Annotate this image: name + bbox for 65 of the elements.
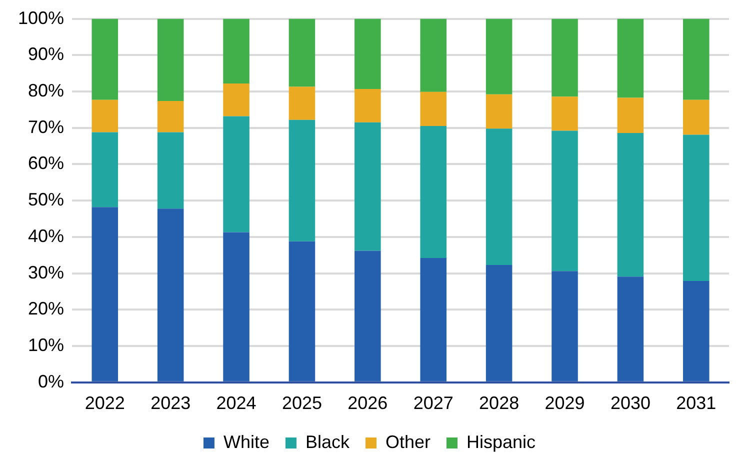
bar <box>420 18 447 92</box>
bar <box>288 241 316 382</box>
bar <box>288 120 316 242</box>
legend-label: Hispanic <box>466 432 536 452</box>
bar <box>288 18 316 87</box>
y-tick-label: 30% <box>28 262 64 282</box>
y-tick-label: 0% <box>38 371 64 392</box>
y-tick-label: 50% <box>28 190 64 210</box>
bar <box>486 18 512 94</box>
bar <box>223 84 250 116</box>
bar <box>552 96 578 131</box>
x-tick-label: 2027 <box>413 393 454 414</box>
bar <box>420 126 447 258</box>
y-tick-label: 40% <box>28 226 64 246</box>
x-tick-label: 2028 <box>479 393 520 414</box>
bar <box>683 280 710 382</box>
y-tick-label: 100% <box>18 8 64 28</box>
bar <box>223 18 250 84</box>
bar <box>157 132 184 209</box>
bar <box>617 98 644 133</box>
bar <box>683 18 710 100</box>
x-tick-label: 2029 <box>544 393 585 414</box>
bar <box>683 100 710 135</box>
bar <box>420 258 447 382</box>
x-tick-label: 2025 <box>282 393 322 414</box>
bar <box>617 276 644 382</box>
bar <box>486 128 512 265</box>
x-tick-label: 2024 <box>216 393 256 414</box>
bar <box>223 232 250 382</box>
bar <box>552 271 578 382</box>
bar <box>552 18 578 97</box>
bar <box>354 122 381 251</box>
y-tick-label: 70% <box>28 116 64 137</box>
legend-label: White <box>223 432 270 452</box>
bar <box>157 208 184 382</box>
bar <box>92 132 118 208</box>
bar <box>617 132 644 277</box>
x-tick-label: 2023 <box>150 393 191 414</box>
y-tick-label: 60% <box>28 153 64 174</box>
x-tick-label: 2031 <box>676 393 716 414</box>
bar <box>92 100 118 132</box>
bar <box>552 130 578 272</box>
x-tick-label: 2026 <box>348 393 388 414</box>
bar <box>617 18 644 98</box>
bar <box>420 92 447 126</box>
bar <box>157 18 184 101</box>
x-tick-label: 2022 <box>84 393 125 414</box>
bar <box>354 18 381 89</box>
y-tick-label: 90% <box>28 44 64 64</box>
bar <box>486 94 512 129</box>
bar <box>354 88 381 122</box>
legend-label: Other <box>385 432 431 452</box>
legend-label: Black <box>305 432 350 452</box>
bar <box>288 86 316 120</box>
bar <box>486 264 512 382</box>
y-tick-label: 10% <box>28 335 64 356</box>
y-tick-label: 80% <box>28 80 64 100</box>
bar <box>354 250 381 382</box>
bar <box>157 100 184 132</box>
bar <box>223 116 250 232</box>
y-tick-label: 20% <box>28 298 64 319</box>
bar <box>92 18 118 100</box>
bar <box>683 134 710 281</box>
x-tick-label: 2030 <box>610 393 650 414</box>
bar <box>92 207 118 382</box>
